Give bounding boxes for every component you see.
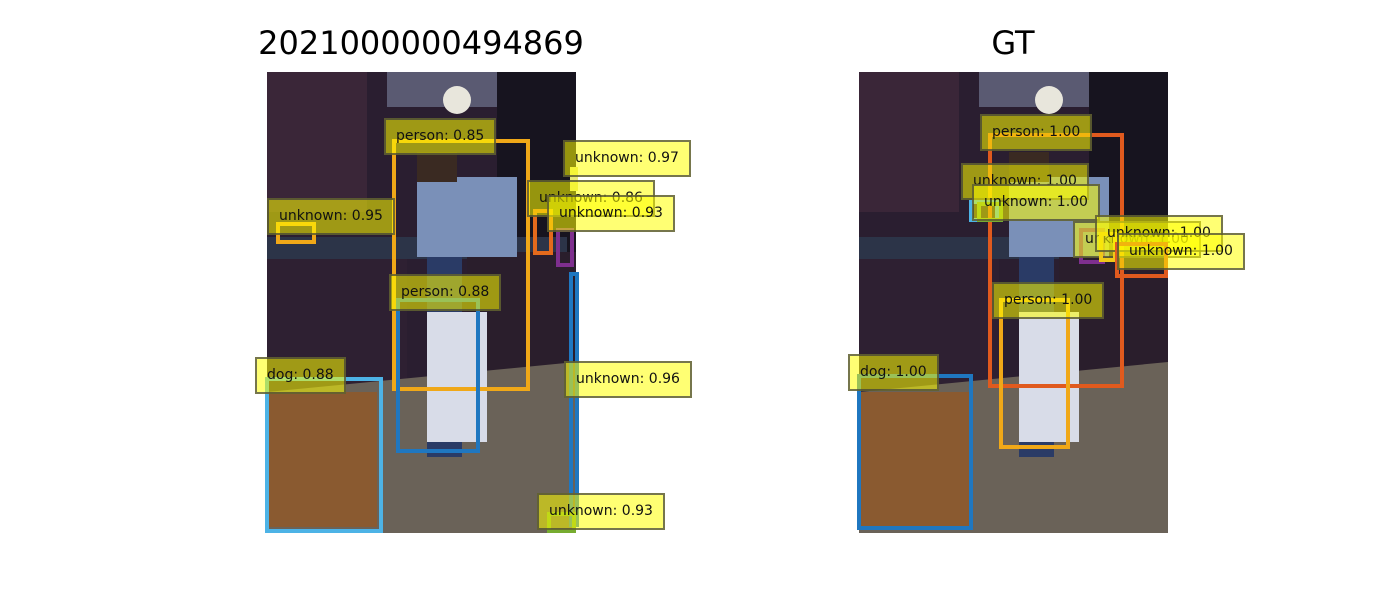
prediction-panel: person: 0.85 unknown: 0.97 unknown: 0.86…	[255, 72, 692, 533]
detection-box	[396, 298, 480, 453]
detection-overlay: person: 0.85 unknown: 0.97 unknown: 0.86…	[255, 72, 692, 533]
detection-label: person: 1.00	[992, 282, 1105, 319]
panel-title-left: 2021000000494869	[258, 24, 584, 62]
detection-box	[265, 377, 383, 533]
ground-truth-overlay: person: 1.00 unknown: 1.00 unknown: 1.00…	[848, 72, 1245, 533]
detection-label: unknown: 0.97	[563, 140, 691, 177]
detection-label: unknown: 1.00	[972, 184, 1100, 221]
detection-label: person: 0.88	[389, 274, 502, 311]
detection-label: unknown: 0.95	[267, 198, 395, 235]
detection-label: person: 0.85	[384, 118, 497, 155]
detection-label: unknown: 0.96	[564, 361, 692, 398]
detection-label: unknown: 0.93	[547, 195, 675, 232]
detection-box	[556, 228, 574, 267]
detection-label: person: 1.00	[980, 114, 1093, 151]
ground-truth-panel: person: 1.00 unknown: 1.00 unknown: 1.00…	[848, 72, 1245, 533]
detection-label: unknown: 0.93	[537, 493, 665, 530]
detection-box	[569, 272, 579, 527]
panel-title-right: GT	[991, 24, 1035, 62]
detection-box	[999, 298, 1070, 449]
detection-label: dog: 0.88	[255, 357, 346, 394]
detection-label: dog: 1.00	[848, 354, 939, 391]
detection-box	[857, 374, 973, 530]
detection-label: unknown: 1.00	[1117, 233, 1245, 270]
